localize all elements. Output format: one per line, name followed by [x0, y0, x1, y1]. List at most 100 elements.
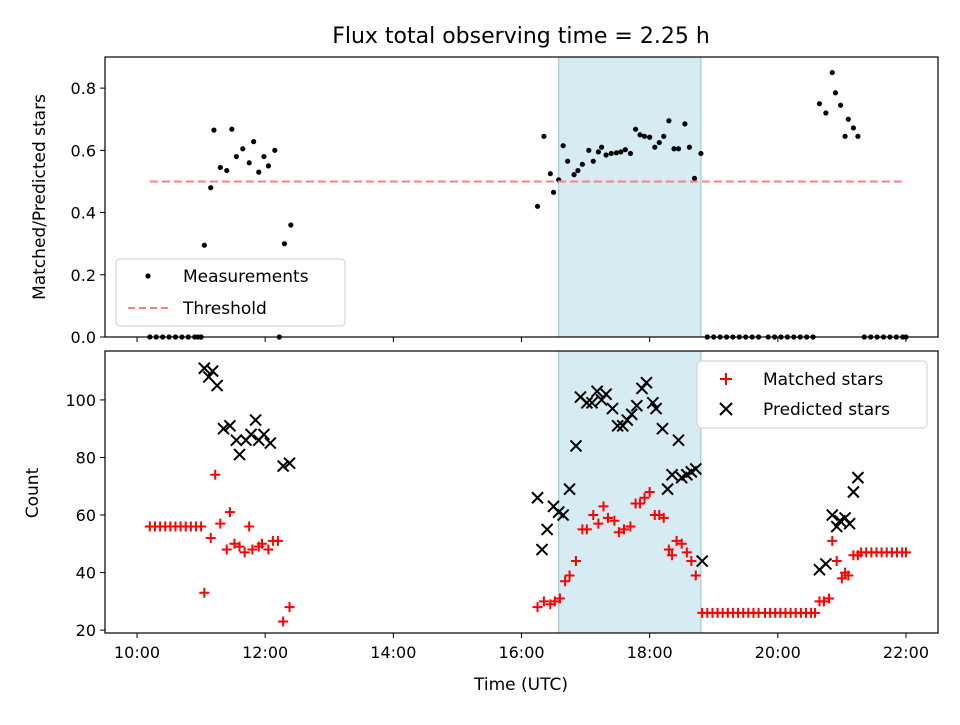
measurement-point: [261, 153, 267, 160]
x-tick-label: 12:00: [242, 643, 288, 662]
matched-star-point: [681, 547, 692, 558]
matched-star-point: [224, 507, 235, 518]
measurement-point: [647, 134, 653, 140]
matched-star-point: [827, 535, 838, 546]
top-x-ticks: [136, 337, 907, 342]
measurement-point: [547, 171, 553, 177]
matched-star-point: [263, 544, 274, 555]
matched-star-point: [644, 487, 655, 497]
measurement-point: [598, 144, 605, 150]
bottom-legend: Matched stars Predicted stars: [696, 360, 928, 429]
predicted-star-point: [630, 399, 644, 412]
matched-star-point: [635, 498, 646, 509]
predicted-star-point: [230, 433, 243, 447]
predicted-star-point: [206, 364, 219, 378]
measurement-point: [686, 144, 692, 150]
measurement-point: [217, 164, 223, 171]
predicted-star-point: [646, 396, 660, 410]
matched-star-point: [824, 593, 835, 604]
matched-star-point: [581, 524, 592, 535]
matched-star-point: [215, 518, 226, 529]
legend-measurements-marker: [145, 273, 151, 279]
matched-star-point: [210, 469, 221, 480]
measurement-point: [565, 158, 571, 164]
top-legend-box: [115, 258, 346, 327]
legend-matched-label: Matched stars: [763, 370, 883, 390]
measurement-point: [586, 147, 592, 153]
matched-star-point: [221, 544, 232, 555]
y-tick-label: 0.2: [71, 266, 96, 285]
measurement-point: [575, 167, 581, 174]
predicted-star-point: [826, 508, 839, 522]
matched-star-point: [671, 535, 682, 546]
measurement-point: [201, 242, 207, 248]
bottom-y-axis: 20 40 60 80 100: [65, 391, 105, 640]
x-tick-label: 22:00: [883, 643, 929, 662]
top-shaded-span: [558, 56, 702, 338]
measurement-point: [618, 149, 624, 155]
matched-star-point: [554, 593, 565, 604]
x-tick-label: 14:00: [370, 643, 416, 662]
predicted-star-point: [606, 402, 619, 415]
measurement-point: [838, 102, 844, 108]
bottom-x-axis: 10:00 12:00 14:00 16:00 18:00 20:00 22:00: [114, 633, 929, 662]
y-tick-label: 40: [76, 564, 96, 583]
measurement-point: [560, 143, 566, 149]
measurement-point: [632, 126, 639, 132]
predicted-star-point: [843, 517, 856, 530]
measurement-point: [233, 153, 239, 160]
predicted-star-point: [649, 402, 663, 415]
matched-star-point: [205, 533, 216, 544]
matched-star-point: [686, 556, 697, 567]
predicted-star-point: [264, 436, 277, 450]
matched-star-point: [667, 550, 678, 561]
predicted-star-point: [640, 376, 653, 389]
bottom-series-layer: [144, 362, 911, 627]
bottom-y-axis-label: Count: [23, 467, 43, 518]
y-tick-label: 20: [76, 621, 96, 640]
matched-star-point: [609, 515, 620, 526]
measurement-point: [816, 101, 823, 107]
matched-star-point: [538, 596, 549, 607]
measurement-point: [656, 139, 662, 146]
measurement-point: [240, 146, 246, 152]
measurement-point: [595, 149, 601, 155]
measurement-point: [534, 203, 541, 209]
measurement-point: [652, 144, 658, 150]
measurement-point: [627, 150, 634, 157]
measurement-point: [829, 69, 835, 76]
bottom-shaded-span: [558, 350, 702, 634]
matched-star-point: [273, 535, 284, 546]
measurement-point: [590, 158, 596, 164]
legend-predicted-label: Predicted stars: [763, 400, 890, 420]
predicted-star-point: [249, 413, 262, 427]
predicted-star-point: [223, 419, 237, 433]
x-tick-label: 20:00: [755, 643, 801, 662]
matched-star-point: [625, 521, 636, 532]
predicted-star-point: [819, 557, 833, 571]
measurement-point: [698, 150, 704, 157]
matched-star-point: [244, 521, 255, 532]
measurement-point: [579, 161, 585, 167]
y-tick-label: 100: [65, 391, 96, 410]
predicted-star-point: [851, 471, 865, 484]
predicted-star-point: [689, 462, 702, 476]
legend-measurements-label: Measurements: [183, 267, 309, 287]
predicted-star-point: [672, 433, 685, 447]
measurement-point: [671, 146, 677, 152]
predicted-star-point: [656, 422, 669, 435]
bottom-legend-box: [696, 360, 928, 429]
measurement-point: [272, 147, 278, 153]
matched-star-point: [619, 524, 630, 535]
predicted-star-point: [569, 439, 583, 453]
measurement-point: [675, 146, 682, 152]
y-tick-label: 60: [76, 506, 96, 525]
measurement-point: [637, 132, 643, 138]
measurement-point: [229, 126, 235, 132]
matched-star-point: [564, 570, 575, 581]
predicted-star-point: [585, 396, 599, 410]
legend-matched-marker: [720, 373, 732, 385]
measurement-point: [682, 121, 688, 127]
predicted-star-point: [531, 491, 544, 504]
